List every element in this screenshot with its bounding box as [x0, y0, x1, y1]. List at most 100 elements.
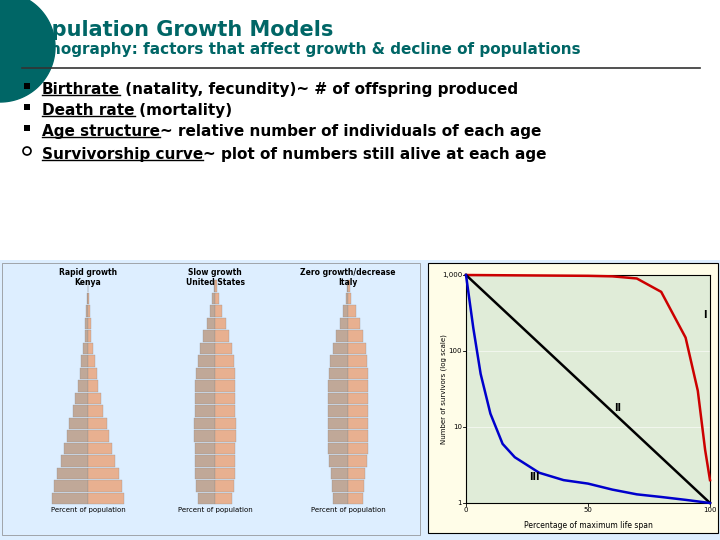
Bar — [194, 442, 215, 454]
Bar — [88, 305, 90, 316]
Bar — [328, 405, 348, 416]
Bar — [194, 430, 215, 442]
Bar — [348, 380, 369, 392]
Text: Number of survivors (log scale): Number of survivors (log scale) — [441, 334, 447, 444]
Bar — [83, 342, 88, 354]
Bar — [60, 455, 88, 467]
Text: 1: 1 — [457, 500, 462, 506]
Text: Percentage of maximum life span: Percentage of maximum life span — [523, 521, 652, 530]
Bar — [87, 293, 88, 304]
Bar — [207, 318, 215, 329]
Bar — [328, 393, 348, 404]
Text: II: II — [613, 403, 621, 413]
Bar — [73, 405, 88, 416]
Bar — [348, 480, 364, 491]
Bar — [88, 430, 109, 442]
Text: Rapid growth
Kenya: Rapid growth Kenya — [59, 268, 117, 287]
Bar — [79, 368, 88, 379]
Bar — [88, 442, 112, 454]
Bar — [215, 368, 235, 379]
Bar — [197, 480, 215, 491]
Bar — [24, 104, 30, 110]
Bar — [215, 405, 235, 416]
Bar — [54, 480, 88, 491]
Bar — [194, 417, 215, 429]
Text: Demography: factors that affect growth & decline of populations: Demography: factors that affect growth &… — [22, 42, 580, 57]
Bar — [76, 393, 88, 404]
Bar — [88, 330, 91, 341]
Bar — [215, 318, 226, 329]
Bar — [348, 405, 369, 416]
Text: ~ relative number of individuals of each age: ~ relative number of individuals of each… — [160, 124, 541, 139]
Bar — [328, 380, 348, 392]
Text: Birthrate: Birthrate — [42, 82, 120, 97]
Bar — [215, 417, 236, 429]
Bar — [214, 280, 215, 292]
Bar — [348, 455, 366, 467]
Bar — [347, 280, 348, 292]
Bar — [194, 393, 215, 404]
Bar — [348, 318, 360, 329]
Bar — [328, 442, 348, 454]
Bar — [348, 330, 364, 341]
Text: Slow growth
United States: Slow growth United States — [186, 268, 245, 287]
Bar — [194, 405, 215, 416]
Bar — [88, 492, 124, 504]
Text: 100: 100 — [703, 507, 716, 513]
Text: Percent of population: Percent of population — [310, 507, 385, 513]
Bar — [88, 455, 115, 467]
Bar — [348, 492, 364, 504]
Bar — [348, 305, 356, 316]
Bar — [53, 492, 88, 504]
Text: Percent of population: Percent of population — [178, 507, 253, 513]
Bar — [2, 263, 420, 535]
Bar — [215, 305, 222, 316]
Text: Survivorship curve: Survivorship curve — [42, 147, 203, 162]
Text: (natality, fecundity)~ # of offspring produced: (natality, fecundity)~ # of offspring pr… — [120, 82, 518, 97]
Bar — [333, 492, 348, 504]
Bar — [348, 368, 367, 379]
Bar — [198, 355, 215, 367]
Bar — [348, 442, 367, 454]
Text: 50: 50 — [584, 507, 593, 513]
Bar — [24, 83, 30, 89]
Bar — [88, 468, 119, 479]
Bar — [85, 330, 88, 341]
Bar — [215, 330, 230, 341]
Bar — [348, 355, 366, 367]
Bar — [86, 305, 88, 316]
Bar — [215, 355, 234, 367]
Bar — [210, 305, 215, 316]
Bar — [88, 318, 91, 329]
Bar — [203, 330, 215, 341]
Text: Percent of population: Percent of population — [50, 507, 125, 513]
Bar — [215, 455, 235, 467]
Bar — [348, 430, 367, 442]
Bar — [69, 417, 88, 429]
Bar — [0, 260, 720, 540]
Text: Population Growth Models: Population Growth Models — [22, 20, 333, 40]
Bar — [340, 318, 348, 329]
Bar — [58, 468, 88, 479]
Bar — [67, 430, 88, 442]
Bar — [331, 468, 348, 479]
Bar — [215, 442, 235, 454]
Bar — [348, 293, 351, 304]
Bar — [348, 280, 350, 292]
Bar — [329, 368, 348, 379]
Bar — [215, 393, 235, 404]
Bar — [336, 330, 348, 341]
Bar — [466, 275, 710, 503]
Bar — [343, 305, 348, 316]
Bar — [348, 342, 366, 354]
Bar — [215, 380, 235, 392]
Bar — [328, 430, 348, 442]
Bar — [332, 480, 348, 491]
Bar — [328, 417, 348, 429]
Bar — [88, 355, 95, 367]
Text: (mortality): (mortality) — [135, 103, 233, 118]
Bar — [194, 455, 215, 467]
Bar — [198, 492, 215, 504]
Bar — [24, 125, 30, 131]
Bar — [215, 468, 235, 479]
